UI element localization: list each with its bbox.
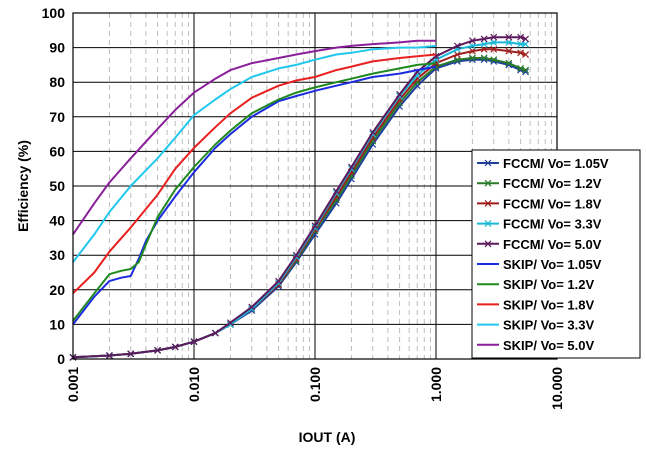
series-point xyxy=(127,350,135,358)
series-line xyxy=(72,44,437,263)
series-point xyxy=(469,42,476,50)
series-point xyxy=(453,42,461,50)
legend-label: FCCM/ Vo= 1.05V xyxy=(503,156,609,171)
y-tick-label: 100 xyxy=(42,5,66,21)
tick-layer: 0 10 20 30 40 50 60 70 80 90 100 0.001 0.010 0.100 1.0… xyxy=(42,5,565,410)
series-layer xyxy=(69,33,530,361)
y-tick-label: 50 xyxy=(49,178,65,194)
series-point xyxy=(522,35,530,43)
y-tick-label: 0 xyxy=(57,351,65,367)
series-point xyxy=(106,352,113,359)
series-point xyxy=(480,45,488,53)
series-point xyxy=(517,64,524,72)
series-point xyxy=(480,35,488,43)
x-tick-label: 10.000 xyxy=(549,367,565,410)
legend-label: FCCM/ Vo= 1.2V xyxy=(503,176,602,191)
series-point xyxy=(154,346,161,354)
legend-label: SKIP/ Vo= 5.0V xyxy=(503,338,594,353)
legend-label: SKIP/ Vo= 3.3V xyxy=(503,318,594,333)
legend-label: SKIP/ Vo= 1.2V xyxy=(503,277,594,292)
series-point xyxy=(348,163,355,171)
series-line xyxy=(72,62,437,322)
legend-label: SKIP/ Vo= 1.8V xyxy=(503,297,594,312)
series-point xyxy=(275,279,282,287)
series-point xyxy=(490,38,498,46)
series-point xyxy=(480,40,488,48)
y-tick-label: 10 xyxy=(49,316,65,332)
series-point xyxy=(490,33,498,41)
y-tick-label: 70 xyxy=(49,109,65,125)
series-point xyxy=(490,56,498,64)
series-point xyxy=(505,33,513,41)
series-point xyxy=(171,343,179,351)
legend-marker xyxy=(484,179,492,187)
series-point xyxy=(517,33,524,41)
x-tick-label: 0.100 xyxy=(307,367,323,402)
series-line xyxy=(72,53,437,295)
y-tick-label: 90 xyxy=(49,40,65,56)
y-axis-title: Efficiency (%) xyxy=(15,140,31,232)
y-tick-label: 80 xyxy=(49,74,65,90)
series-point xyxy=(190,338,198,346)
series-point xyxy=(248,305,256,313)
series-point xyxy=(522,66,530,74)
series-point xyxy=(292,251,300,259)
series-point xyxy=(396,90,403,98)
series-point xyxy=(469,47,476,55)
series-point xyxy=(227,319,234,327)
legend-box xyxy=(471,149,641,359)
series-point xyxy=(517,40,524,48)
x-axis-title: IOUT (A) xyxy=(299,429,356,445)
y-tick-label: 30 xyxy=(49,247,65,263)
series-point xyxy=(469,54,476,62)
series-point xyxy=(517,49,524,57)
series-point xyxy=(480,54,488,62)
legend-label: FCCM/ Vo= 5.0V xyxy=(503,237,602,252)
series-point xyxy=(248,303,256,311)
series-point xyxy=(505,38,513,46)
series-point xyxy=(505,59,513,67)
series-point xyxy=(505,47,513,55)
legend-marker xyxy=(484,159,492,167)
series-line xyxy=(72,65,437,326)
series-point xyxy=(453,56,461,64)
legend-marker xyxy=(484,240,492,248)
y-tick-label: 60 xyxy=(49,143,65,159)
x-tick-label: 0.010 xyxy=(186,367,202,402)
y-tick-label: 20 xyxy=(49,282,65,298)
legend-label: FCCM/ Vo= 1.8V xyxy=(503,196,602,211)
series-point xyxy=(311,222,319,230)
legend-label: SKIP/ Vo= 1.05V xyxy=(503,257,602,272)
y-tick-label: 40 xyxy=(49,213,65,229)
series-point xyxy=(522,51,530,58)
series-point xyxy=(453,51,461,58)
series-point xyxy=(490,45,498,53)
series-point xyxy=(369,128,377,136)
legend-marker xyxy=(484,220,492,228)
legend-marker xyxy=(484,199,492,207)
series-line xyxy=(72,39,436,235)
series-point xyxy=(332,187,340,195)
x-tick-label: 1.000 xyxy=(428,367,444,402)
series-point xyxy=(211,329,219,337)
legend: FCCM/ Vo= 1.05V FCCM/ Vo= 1.2V FCCM/ Vo= 1… xyxy=(471,149,641,359)
series-point xyxy=(522,40,530,48)
series-point xyxy=(469,37,476,45)
x-tick-label: 0.001 xyxy=(65,367,81,402)
series-point xyxy=(275,277,282,285)
legend-label: FCCM/ Vo= 3.3V xyxy=(503,217,602,232)
